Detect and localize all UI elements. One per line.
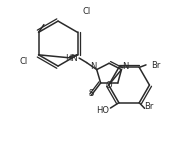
- Text: HN: HN: [65, 54, 78, 63]
- Text: Cl: Cl: [20, 57, 28, 66]
- Text: Br: Br: [144, 102, 154, 111]
- Text: Br: Br: [152, 61, 161, 70]
- Text: O: O: [106, 81, 112, 90]
- Text: S: S: [89, 89, 94, 98]
- Text: N: N: [122, 62, 128, 71]
- Text: HO: HO: [96, 106, 109, 115]
- Text: N: N: [90, 62, 96, 71]
- Text: Cl: Cl: [83, 7, 91, 16]
